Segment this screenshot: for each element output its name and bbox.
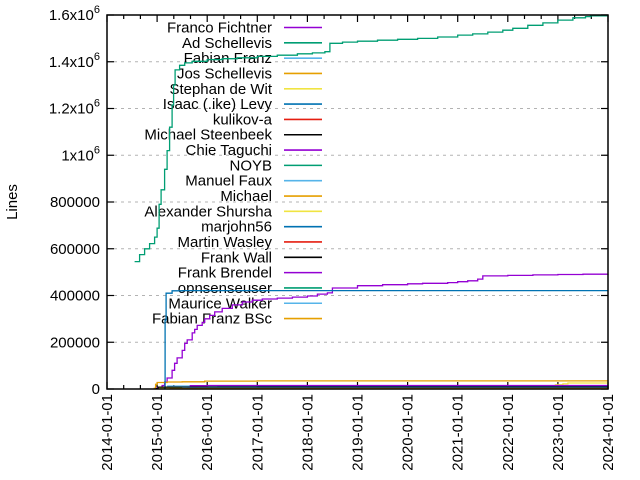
x-tick-label: 2020-01-01 [400, 394, 417, 471]
y-tick-label: 800000 [50, 194, 100, 211]
legend-label: opnsenseuser [178, 280, 272, 297]
legend-label: Michael [220, 188, 272, 205]
y-tick-label: 1.2x106 [49, 98, 100, 118]
plot-border [106, 14, 609, 390]
x-axis-labels: 2014-01-01 2015-01-01 2016-01-01 2017-01-01… [99, 394, 617, 471]
legend-label: Fabian Franz BSc [152, 311, 273, 328]
legend-label: Franco Fichtner [167, 20, 272, 37]
y-tick-label: 1.4x106 [49, 51, 100, 71]
x-tick-label: 2021-01-01 [450, 394, 467, 471]
legend-label: Stephan de Wit [169, 81, 272, 98]
series-line [153, 380, 609, 389]
legend-label: Alexander Shursha [144, 203, 272, 220]
legend-label: Manuel Faux [185, 173, 272, 190]
x-tick-label: 2018-01-01 [299, 394, 316, 471]
legend-label: Chie Taguchi [186, 142, 272, 159]
legend-label: marjohn56 [201, 219, 272, 236]
y-tick-label: 400000 [50, 288, 100, 305]
x-tick-label: 2016-01-01 [199, 394, 216, 471]
y-axis-title: Lines [4, 184, 21, 220]
legend-label: NOYB [229, 157, 272, 174]
x-tick-label: 2017-01-01 [249, 394, 266, 471]
y-tick-label: 600000 [50, 241, 100, 258]
legend-label: Jos Schellevis [177, 65, 272, 82]
series-line [164, 289, 608, 390]
y-axis-labels: 0 200000 400000 600000 800000 1x106 1.2x106 1.4… [49, 4, 100, 398]
y-tick-label: 200000 [50, 334, 100, 351]
legend-label: Frank Wall [201, 249, 272, 266]
legend-label: Frank Brendel [178, 265, 272, 282]
x-tick-label: 2023-01-01 [550, 394, 567, 471]
legend-label: Michael Steenbeek [144, 127, 272, 144]
y-tick-label: 1.6x106 [49, 4, 100, 24]
legend-label: Isaac (.ike) Levy [163, 96, 273, 113]
y-tick-label: 1x106 [61, 144, 100, 164]
series-line [154, 273, 609, 390]
legend-samples [284, 26, 322, 320]
x-tick-label: 2024-01-01 [600, 394, 617, 471]
series-line [134, 15, 609, 263]
x-tick-label: 2019-01-01 [350, 394, 367, 471]
x-tick-label: 2014-01-01 [99, 394, 116, 471]
x-tick-label: 2022-01-01 [500, 394, 517, 471]
legend-label: Ad Schellevis [182, 35, 272, 52]
x-tick-label: 2015-01-01 [149, 394, 166, 471]
legend-label: Maurice Walker [168, 295, 272, 312]
legend-label: Martin Wasley [178, 234, 273, 251]
legend-label: kulikov-a [213, 111, 273, 128]
y-tick-label: 0 [92, 381, 100, 398]
